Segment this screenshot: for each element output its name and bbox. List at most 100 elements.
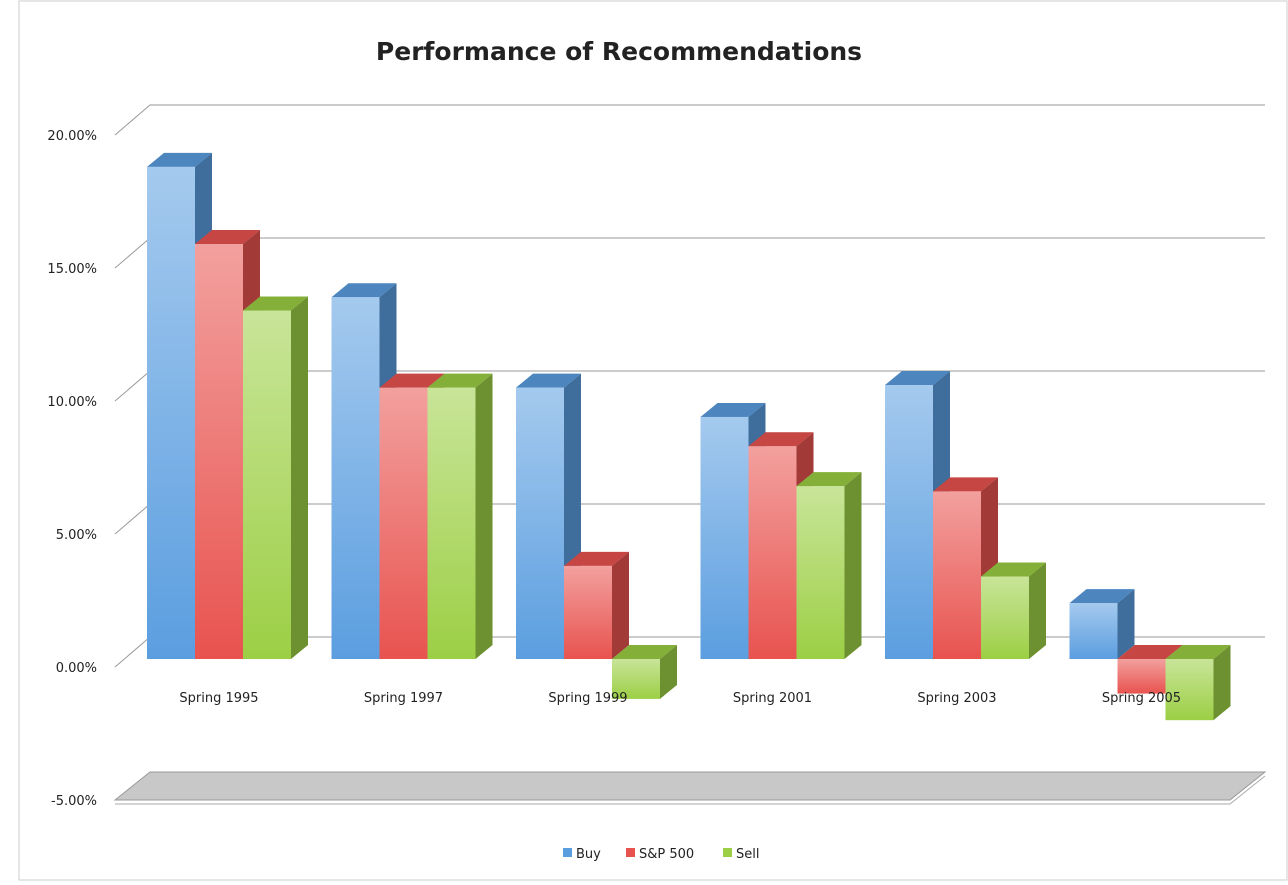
bar-top	[700, 402, 766, 417]
bar-top	[331, 283, 397, 298]
bar	[885, 371, 950, 659]
bar-shine	[933, 491, 981, 659]
bar-top-shade	[379, 373, 445, 388]
bar-shine	[796, 486, 845, 659]
y-tick-label: 0.00%	[56, 661, 97, 676]
bar-top-shade	[564, 551, 629, 566]
bar-side-shade	[1213, 645, 1231, 721]
bar-top	[427, 373, 493, 388]
legend-swatch	[626, 848, 635, 857]
bar	[243, 296, 308, 659]
bar-top	[1117, 645, 1183, 659]
y-tick-label: 5.00%	[56, 528, 97, 543]
bar-top-shade	[1117, 645, 1183, 659]
bar-top-shade	[981, 562, 1046, 577]
grid-line	[114, 104, 1265, 136]
bar-top	[243, 296, 308, 311]
bar-side	[1117, 589, 1135, 659]
bar-side	[844, 472, 862, 659]
bar-side-shade	[291, 296, 308, 659]
bar-side	[660, 645, 677, 699]
bar-shine	[379, 387, 428, 659]
bar-side-shade	[660, 645, 677, 699]
bar-side-shade	[475, 373, 493, 659]
bar-top-shade	[1069, 589, 1135, 604]
y-tick-label: 15.00%	[47, 262, 97, 277]
bar-top-shade	[933, 477, 998, 492]
bar-shine	[1117, 659, 1166, 694]
bar	[564, 551, 629, 659]
bar-shine	[427, 387, 476, 659]
bar	[1165, 645, 1231, 721]
x-tick-label: Spring 2005	[1102, 691, 1181, 706]
bar-top	[981, 562, 1046, 577]
bar-top-shade	[147, 152, 212, 167]
floor-edge	[115, 775, 1266, 805]
bar-side-shade	[1117, 589, 1135, 659]
y-tick-label: 10.00%	[47, 395, 97, 410]
y-tick-label: -5.00%	[51, 794, 97, 809]
legend-swatch	[563, 848, 572, 857]
legend-label: S&P 500	[639, 847, 694, 862]
bar-shine	[700, 416, 749, 659]
bar	[516, 373, 581, 659]
bar-top	[195, 230, 260, 245]
bar-shine	[331, 297, 380, 659]
bar-top-shade	[195, 230, 260, 245]
bar-top-shade	[516, 373, 581, 388]
bar-top-shade	[243, 296, 308, 311]
bar-top	[933, 477, 998, 492]
bar-shine	[1165, 659, 1214, 721]
bar-top-shade	[1165, 645, 1231, 659]
bar-side	[1213, 645, 1231, 721]
bar-top	[1165, 645, 1231, 659]
bar-side-shade	[612, 551, 629, 659]
bar-top-shade	[748, 432, 814, 447]
bar-top-shade	[612, 645, 677, 659]
bar-shine	[981, 576, 1029, 659]
bar	[1069, 589, 1135, 659]
bar-top-shade	[796, 472, 862, 487]
chart-title: Performance of Recommendations	[376, 37, 862, 66]
bar-top	[796, 472, 862, 487]
bar-shine	[243, 310, 291, 659]
bar-shine	[612, 659, 660, 699]
bar-side-shade	[844, 472, 862, 659]
bar-side-shade	[1029, 562, 1046, 659]
bar-top	[147, 152, 212, 167]
bar-top-shade	[885, 371, 950, 386]
bar-top	[1069, 589, 1135, 604]
bar-side	[1029, 562, 1046, 659]
bar-top	[748, 432, 814, 447]
bar-shine	[748, 446, 797, 659]
bar-top	[612, 645, 677, 659]
bar-top-shade	[700, 402, 766, 417]
bar	[796, 472, 862, 659]
x-tick-label: Spring 1999	[548, 691, 627, 706]
x-tick-label: Spring 1995	[179, 691, 258, 706]
y-tick-label: 20.00%	[47, 129, 97, 144]
bar-top	[379, 373, 445, 388]
bar-side	[291, 296, 308, 659]
x-tick-label: Spring 1997	[364, 691, 443, 706]
bar-side	[612, 551, 629, 659]
legend-label: Buy	[576, 847, 601, 862]
bar-shine	[195, 244, 243, 660]
legend-swatch	[723, 848, 732, 857]
bar-shine	[885, 385, 933, 659]
bar-top	[885, 371, 950, 386]
bar-shine	[564, 565, 612, 659]
x-tick-label: Spring 2001	[733, 691, 812, 706]
bar	[427, 373, 493, 659]
bar-shine	[1069, 603, 1118, 659]
bar-shine	[147, 166, 195, 659]
bar-top-shade	[331, 283, 397, 298]
bar	[981, 562, 1046, 659]
bar-side	[475, 373, 493, 659]
bar	[933, 477, 998, 659]
bar-shine	[516, 387, 564, 659]
bar-top-shade	[427, 373, 493, 388]
bar-top	[564, 551, 629, 566]
x-tick-label: Spring 2003	[917, 691, 996, 706]
